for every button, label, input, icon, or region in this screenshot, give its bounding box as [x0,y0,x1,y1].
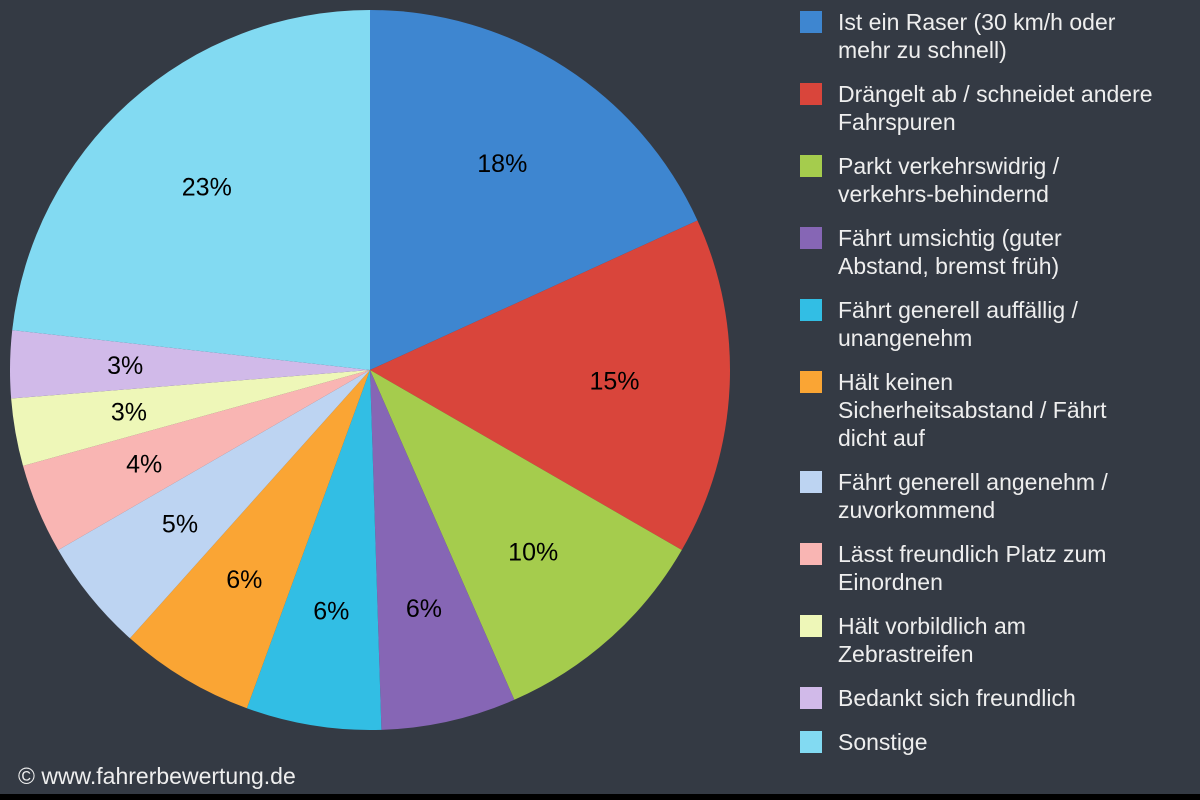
pie-value-label-5: 6% [226,566,262,594]
legend-label-10: Sonstige [838,729,928,755]
pie-chart: 18% 15% 10% 6% 6% 6% 5% 4% 3% 3% 23% [9,10,731,731]
legend-swatch-7 [800,543,822,565]
legend-swatch-1 [800,83,822,105]
legend-label-2: Parkt verkehrswidrig / verkehrs-behinder… [838,153,1060,207]
bottom-bar [0,794,1200,800]
legend-label-3: Fährt umsichtig (guter Abstand, bremst f… [838,225,1062,279]
legend-swatch-8 [800,615,822,637]
legend-label-8: Hält vorbildlich am Zebrastreifen [838,613,1026,667]
pie-slice-6 [58,370,370,639]
pie-value-label-4: 6% [313,598,349,626]
pie-value-label-6: 5% [162,510,198,538]
legend-label-0: Ist ein Raser (30 km/h oder mehr zu schn… [838,9,1116,63]
legend-swatch-6 [800,471,822,493]
legend-item-3: Fährt umsichtig (guter Abstand, bremst f… [800,224,1190,280]
legend-label-5: Hält keinen Sicherheitsabstand / Fährt d… [838,369,1107,451]
legend-item-4: Fährt generell auffällig / unangenehm [800,296,1190,352]
legend-item-10: Sonstige [800,728,1190,756]
pie-value-label-10: 23% [182,174,232,202]
legend-item-6: Fährt generell angenehm / zuvorkommend [800,468,1190,524]
pie-slice-5 [129,370,370,709]
pie-value-label-9: 3% [107,352,143,380]
legend-swatch-9 [800,687,822,709]
pie-slice-8 [11,370,370,466]
legend-label-9: Bedankt sich freundlich [838,685,1076,711]
legend-label-1: Drängelt ab / schneidet andere Fahrspure… [838,81,1153,135]
pie-slice-9 [9,330,371,399]
legend-swatch-0 [800,11,822,33]
legend: Ist ein Raser (30 km/h oder mehr zu schn… [800,8,1190,756]
pie-value-label-2: 10% [508,538,558,566]
pie-slice-4 [246,370,382,731]
legend-swatch-3 [800,227,822,249]
legend-item-8: Hält vorbildlich am Zebrastreifen [800,612,1190,668]
pie-value-label-8: 3% [111,399,147,427]
pie-value-label-3: 6% [406,595,442,623]
legend-label-4: Fährt generell auffällig / unangenehm [838,297,1078,351]
pie-slice-0 [370,10,698,370]
pie-slice-7 [23,370,371,550]
copyright-text: © www.fahrerbewertung.de [18,763,296,789]
pie-value-label-0: 18% [477,150,527,178]
legend-label-6: Fährt generell angenehm / zuvorkommend [838,469,1108,523]
pie-value-label-7: 4% [126,451,162,479]
pie-slice-3 [370,370,515,730]
legend-swatch-4 [800,299,822,321]
legend-label-7: Lässt freundlich Platz zum Einordnen [838,541,1107,595]
pie-slice-1 [370,220,731,550]
pie-slice-2 [370,370,682,700]
pie-slice-10 [12,10,370,370]
legend-item-2: Parkt verkehrswidrig / verkehrs-behinder… [800,152,1190,208]
legend-swatch-5 [800,371,822,393]
legend-swatch-10 [800,731,822,753]
legend-item-1: Drängelt ab / schneidet andere Fahrspure… [800,80,1190,136]
legend-swatch-2 [800,155,822,177]
legend-item-7: Lässt freundlich Platz zum Einordnen [800,540,1190,596]
legend-item-0: Ist ein Raser (30 km/h oder mehr zu schn… [800,8,1190,64]
legend-item-5: Hält keinen Sicherheitsabstand / Fährt d… [800,368,1190,452]
legend-item-9: Bedankt sich freundlich [800,684,1190,712]
pie-value-label-1: 15% [589,368,639,396]
